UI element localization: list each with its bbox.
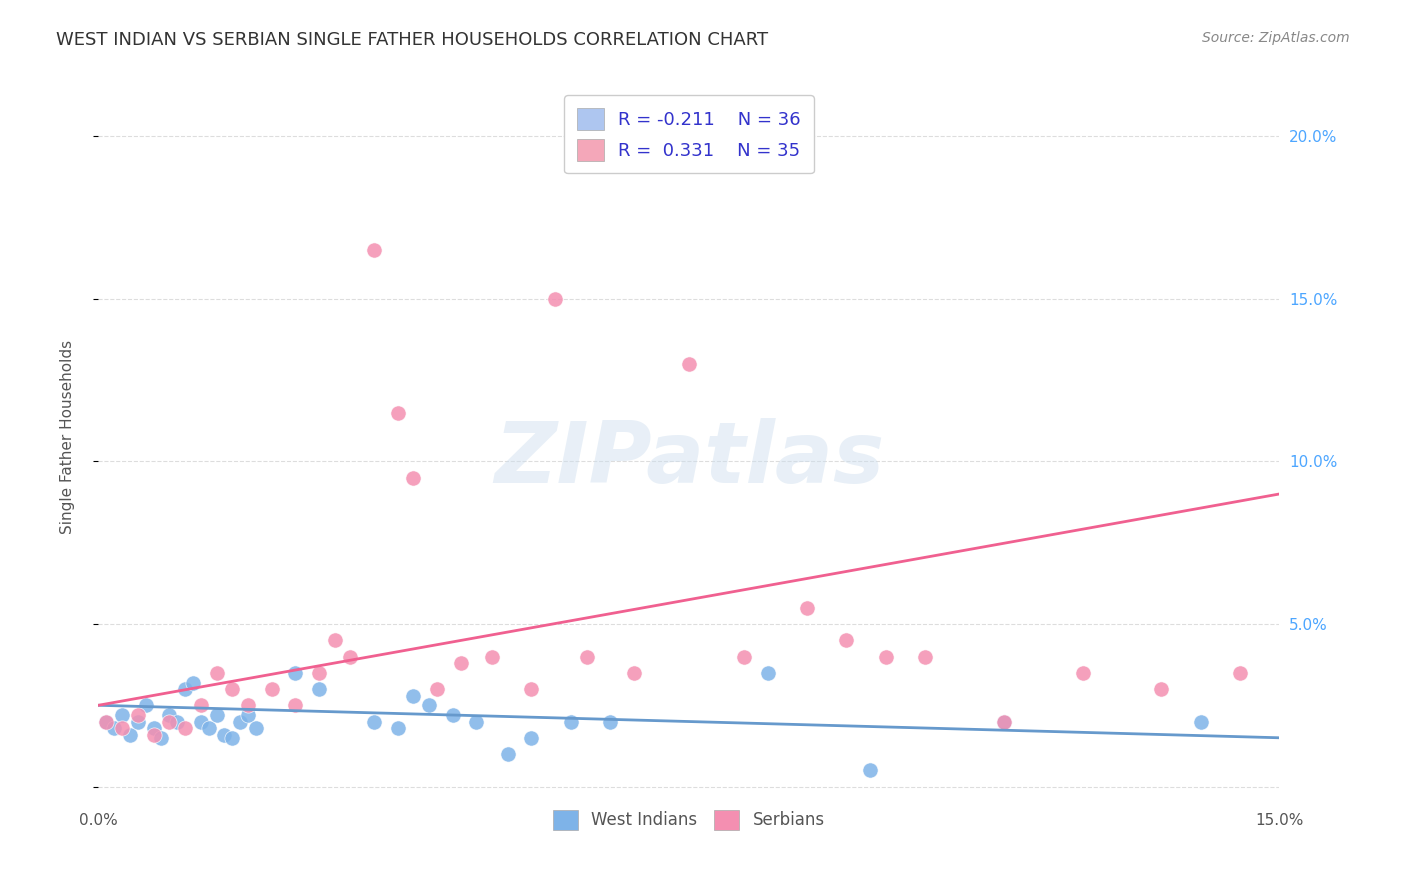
Point	[859, 764, 882, 778]
Point	[756, 665, 779, 680]
Point	[214, 727, 236, 741]
Text: WEST INDIAN VS SERBIAN SINGLE FATHER HOUSEHOLDS CORRELATION CHART: WEST INDIAN VS SERBIAN SINGLE FATHER HOU…	[56, 31, 768, 49]
Point	[599, 714, 621, 729]
Point	[875, 649, 897, 664]
Point	[197, 721, 219, 735]
Point	[402, 689, 425, 703]
Point	[441, 708, 464, 723]
Point	[465, 714, 488, 729]
Point	[993, 714, 1015, 729]
Point	[157, 708, 180, 723]
Point	[284, 665, 307, 680]
Point	[450, 656, 472, 670]
Point	[418, 698, 440, 713]
Point	[1071, 665, 1094, 680]
Point	[190, 714, 212, 729]
Point	[127, 708, 149, 723]
Point	[221, 681, 243, 696]
Point	[150, 731, 173, 745]
Point	[623, 665, 645, 680]
Point	[1150, 681, 1173, 696]
Point	[520, 681, 543, 696]
Point	[575, 649, 598, 664]
Point	[914, 649, 936, 664]
Point	[308, 665, 330, 680]
Point	[245, 721, 267, 735]
Point	[560, 714, 582, 729]
Point	[481, 649, 503, 664]
Text: Source: ZipAtlas.com: Source: ZipAtlas.com	[1202, 31, 1350, 45]
Point	[387, 721, 409, 735]
Y-axis label: Single Father Households: Single Father Households	[60, 340, 75, 534]
Point	[118, 727, 141, 741]
Point	[96, 714, 118, 729]
Legend: West Indians, Serbians: West Indians, Serbians	[544, 801, 834, 838]
Point	[190, 698, 212, 713]
Point	[284, 698, 307, 713]
Point	[520, 731, 543, 745]
Point	[236, 698, 259, 713]
Point	[111, 721, 134, 735]
Point	[308, 681, 330, 696]
Point	[142, 727, 165, 741]
Point	[387, 406, 409, 420]
Point	[174, 681, 197, 696]
Point	[733, 649, 755, 664]
Point	[363, 243, 385, 257]
Point	[205, 665, 228, 680]
Point	[174, 721, 197, 735]
Point	[544, 292, 567, 306]
Point	[426, 681, 449, 696]
Point	[205, 708, 228, 723]
Point	[221, 731, 243, 745]
Point	[402, 471, 425, 485]
Point	[1229, 665, 1251, 680]
Point	[339, 649, 361, 664]
Point	[157, 714, 180, 729]
Point	[135, 698, 157, 713]
Point	[993, 714, 1015, 729]
Point	[496, 747, 519, 761]
Point	[1189, 714, 1212, 729]
Text: ZIPatlas: ZIPatlas	[494, 417, 884, 500]
Point	[236, 708, 259, 723]
Point	[166, 714, 188, 729]
Point	[96, 714, 118, 729]
Point	[103, 721, 125, 735]
Point	[323, 633, 346, 648]
Point	[142, 721, 165, 735]
Point	[260, 681, 283, 696]
Point	[111, 708, 134, 723]
Point	[796, 600, 818, 615]
Point	[678, 357, 700, 371]
Point	[181, 675, 204, 690]
Point	[363, 714, 385, 729]
Point	[127, 714, 149, 729]
Point	[229, 714, 252, 729]
Point	[835, 633, 858, 648]
